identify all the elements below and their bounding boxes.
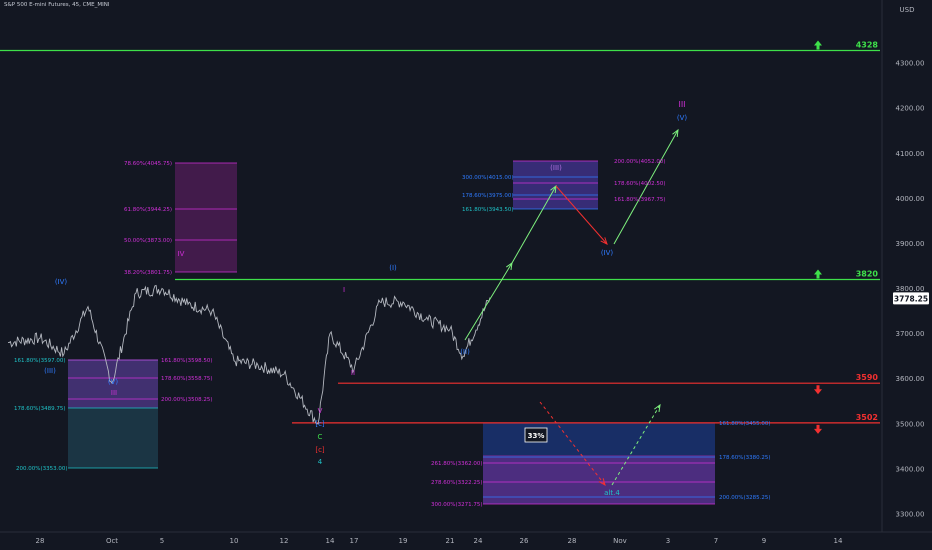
level-label-3502: 3502: [856, 413, 878, 422]
level-label-3820: 3820: [856, 270, 879, 279]
fib-text-target-right: 161.80%(3967.75): [614, 197, 666, 203]
x-tick-label: 10: [230, 537, 239, 545]
x-tick-label: 14: [326, 537, 335, 545]
x-tick-label: 28: [568, 537, 577, 545]
current-price-label: 3778.25: [894, 294, 928, 303]
price-series: [8, 284, 491, 425]
x-tick-label: 7: [714, 537, 718, 545]
projection-arrow-up-3: [613, 129, 679, 245]
y-tick-label: 3700.00: [896, 330, 925, 338]
wave-label: [c]: [315, 446, 325, 454]
wave-label: (II): [460, 348, 470, 356]
arrow-down-icon: [814, 424, 822, 434]
wave-label: (V): [108, 378, 119, 386]
wave-label: 4: [318, 458, 323, 466]
fib-text-upper: 38.20%(3801.75): [124, 270, 172, 276]
level-label-4328: 4328: [856, 40, 879, 49]
wave-label: (IV): [55, 278, 68, 286]
chart-title: S&P 500 E-mini Futures, 45, CME_MINI: [4, 2, 110, 8]
y-tick-label: 3300.00: [896, 510, 925, 518]
y-axis-title: USD: [900, 6, 915, 14]
fib-text-alt-blue: 178.60%(3380.25): [719, 455, 771, 461]
fib-text-target-left: 178.60%(3975.00): [462, 193, 514, 199]
wave-label: (I): [389, 264, 397, 272]
wave-label: [c]: [315, 420, 325, 428]
wave-label: IV: [178, 250, 185, 258]
x-tick-label: 26: [520, 537, 529, 545]
x-tick-label: 5: [160, 537, 164, 545]
arrow-down-icon: [814, 385, 822, 395]
x-tick-label: 24: [474, 537, 483, 545]
fib-text-lower-left: 178.60%(3558.75): [161, 376, 213, 382]
current-price-box: [893, 292, 929, 305]
fib-text-upper: 78.60%(4045.75): [124, 161, 172, 167]
fib-text-alt-purple: 300.00%(3271.75): [431, 502, 483, 508]
fib-text-lower-left: 161.80%(3597.00): [14, 358, 66, 364]
wave-label: II: [351, 369, 355, 377]
arrow-up-icon: [814, 40, 822, 50]
wave-label: V: [318, 407, 323, 415]
wave-label: alt.4: [604, 489, 620, 497]
alt-arrow-down-head: [598, 478, 606, 487]
projection-arrow-down: [555, 185, 608, 245]
alt-arrow-up-head: [654, 403, 661, 413]
wave-label: (IV): [601, 249, 614, 257]
y-tick-label: 3600.00: [896, 375, 925, 383]
y-tick-label: 4300.00: [896, 60, 925, 68]
x-tick-label: 9: [762, 537, 766, 545]
fib-text-lower-left: 200.00%(3508.25): [161, 397, 213, 403]
projection-arrow-up-1-head: [506, 261, 513, 270]
probability-text: 33%: [528, 432, 545, 440]
fib-text-alt-purple: 278.60%(3322.25): [431, 480, 483, 486]
y-tick-label: 4200.00: [896, 105, 925, 113]
x-tick-label: 19: [399, 537, 408, 545]
x-tick-label: 28: [36, 537, 45, 545]
x-tick-label: 17: [350, 537, 359, 545]
fib-text-upper: 61.80%(3944.25): [124, 207, 172, 213]
wave-label: (III): [44, 367, 56, 375]
y-tick-label: 4000.00: [896, 195, 925, 203]
projection-arrow-up-1: [464, 262, 513, 341]
fib-text-alt-blue: 161.80%(3455.00): [719, 421, 771, 427]
fib-text-target-right: 200.00%(4052.00): [614, 159, 666, 165]
y-tick-label: 3800.00: [896, 285, 925, 293]
y-tick-label: 3400.00: [896, 465, 925, 473]
y-tick-label: 4100.00: [896, 150, 925, 158]
fib-zone-upper: [175, 163, 237, 272]
fib-text-lower-left: 200.00%(3353.00): [16, 466, 68, 472]
wave-label: (V): [677, 114, 688, 122]
fib-text-alt-purple: 261.80%(3362.00): [431, 461, 483, 467]
wave-label: C: [318, 433, 323, 441]
level-label-3590: 3590: [856, 373, 879, 382]
fib-zone-target: [513, 161, 598, 209]
fib-text-lower-left: 161.80%(3598.50): [161, 358, 213, 364]
fib-text-target-left: 161.80%(3943.50): [462, 207, 514, 213]
x-tick-label: Nov: [613, 537, 627, 545]
arrow-up-icon: [814, 269, 822, 279]
projection-arrow-up-2: [511, 185, 557, 264]
projection-arrow-up-3-head: [672, 128, 679, 138]
fib-text-alt-blue: 200.00%(3285.25): [719, 495, 771, 501]
fib-zone-lower-left-top: [68, 360, 158, 408]
x-tick-label: 3: [666, 537, 670, 545]
wave-label: III: [678, 100, 685, 109]
x-tick-label: 14: [834, 537, 843, 545]
projection-arrow-down-head: [600, 237, 608, 245]
y-tick-label: 3900.00: [896, 240, 925, 248]
x-tick-label: 12: [280, 537, 289, 545]
fib-text-target-left: 300.00%(4015.00): [462, 175, 514, 181]
y-tick-label: 3500.00: [896, 420, 925, 428]
wave-label: III: [111, 389, 117, 397]
x-tick-label: Oct: [106, 537, 118, 545]
wave-label: I: [343, 286, 345, 294]
fib-text-upper: 50.00%(3873.00): [124, 238, 172, 244]
fib-text-target-right: 178.60%(4002.50): [614, 181, 666, 187]
probability-badge: [524, 427, 548, 443]
fib-text-lower-left: 178.60%(3489.75): [14, 406, 66, 412]
x-tick-label: 21: [446, 537, 455, 545]
wave-label: (III): [550, 164, 562, 172]
